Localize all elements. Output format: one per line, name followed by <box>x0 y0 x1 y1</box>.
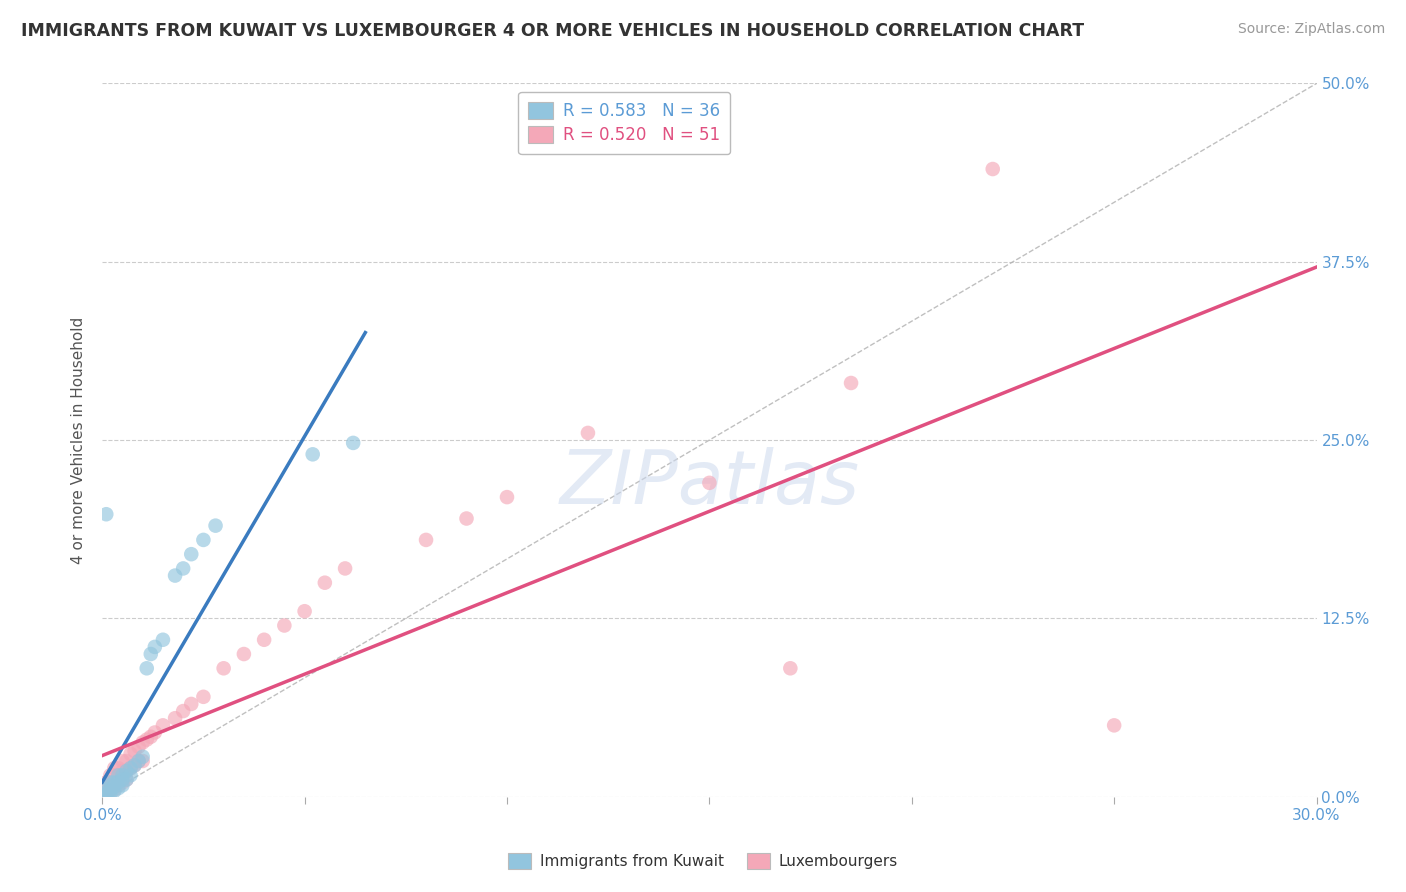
Point <box>96 785 118 799</box>
Point <box>128 754 150 768</box>
Point <box>301 447 323 461</box>
Point <box>115 764 138 778</box>
Point <box>193 533 215 547</box>
Point <box>779 661 801 675</box>
Point <box>165 711 187 725</box>
Point <box>172 704 194 718</box>
Point <box>98 787 121 801</box>
Point <box>111 764 134 778</box>
Point <box>699 475 721 490</box>
Point <box>111 778 134 792</box>
Point <box>103 775 125 789</box>
Y-axis label: 4 or more Vehicles in Household: 4 or more Vehicles in Household <box>72 317 86 564</box>
Point <box>232 647 254 661</box>
Point <box>115 764 138 778</box>
Point <box>143 725 166 739</box>
Point <box>172 561 194 575</box>
Point <box>131 735 153 749</box>
Point <box>96 787 118 801</box>
Point <box>107 761 129 775</box>
Point <box>103 775 125 789</box>
Point <box>115 772 138 787</box>
Point <box>107 781 129 796</box>
Point <box>115 754 138 768</box>
Point <box>124 758 146 772</box>
Point <box>128 754 150 768</box>
Point <box>111 775 134 789</box>
Point <box>103 761 125 775</box>
Point <box>152 718 174 732</box>
Point <box>165 568 187 582</box>
Legend: Immigrants from Kuwait, Luxembourgers: Immigrants from Kuwait, Luxembourgers <box>502 847 904 875</box>
Point <box>98 775 121 789</box>
Point <box>131 749 153 764</box>
Point <box>839 376 862 390</box>
Point <box>111 768 134 782</box>
Point <box>98 784 121 798</box>
Point <box>120 747 142 761</box>
Point <box>981 161 1004 176</box>
Point <box>96 775 118 789</box>
Point <box>139 730 162 744</box>
Point <box>96 782 118 797</box>
Point <box>273 618 295 632</box>
Legend: R = 0.583   N = 36, R = 0.520   N = 51: R = 0.583 N = 36, R = 0.520 N = 51 <box>519 92 731 154</box>
Point <box>107 775 129 789</box>
Point <box>103 768 125 782</box>
Point <box>180 697 202 711</box>
Point <box>415 533 437 547</box>
Point <box>98 778 121 792</box>
Text: IMMIGRANTS FROM KUWAIT VS LUXEMBOURGER 4 OR MORE VEHICLES IN HOUSEHOLD CORRELATI: IMMIGRANTS FROM KUWAIT VS LUXEMBOURGER 4… <box>21 22 1084 40</box>
Point <box>128 739 150 754</box>
Point <box>135 661 157 675</box>
Point <box>131 754 153 768</box>
Point <box>103 780 125 794</box>
Point <box>193 690 215 704</box>
Point <box>576 425 599 440</box>
Point <box>103 784 125 798</box>
Point <box>314 575 336 590</box>
Point <box>496 490 519 504</box>
Point <box>135 732 157 747</box>
Point <box>98 775 121 789</box>
Point <box>96 507 118 521</box>
Point <box>107 768 129 782</box>
Point <box>124 744 146 758</box>
Point <box>152 632 174 647</box>
Point <box>143 640 166 654</box>
Point <box>124 758 146 772</box>
Point <box>107 768 129 782</box>
Point <box>107 778 129 792</box>
Point <box>98 768 121 782</box>
Point <box>204 518 226 533</box>
Point <box>180 547 202 561</box>
Text: ZIPatlas: ZIPatlas <box>560 447 859 519</box>
Point <box>120 761 142 775</box>
Point <box>96 789 118 803</box>
Point <box>294 604 316 618</box>
Point <box>103 782 125 797</box>
Point <box>139 647 162 661</box>
Point <box>115 772 138 787</box>
Point <box>96 787 118 801</box>
Point <box>1102 718 1125 732</box>
Point <box>120 761 142 775</box>
Point <box>333 561 356 575</box>
Point <box>456 511 478 525</box>
Point <box>253 632 276 647</box>
Point <box>212 661 235 675</box>
Point <box>111 754 134 768</box>
Point <box>120 768 142 782</box>
Point <box>342 436 364 450</box>
Point <box>96 778 118 792</box>
Point <box>98 782 121 797</box>
Point <box>111 772 134 787</box>
Text: Source: ZipAtlas.com: Source: ZipAtlas.com <box>1237 22 1385 37</box>
